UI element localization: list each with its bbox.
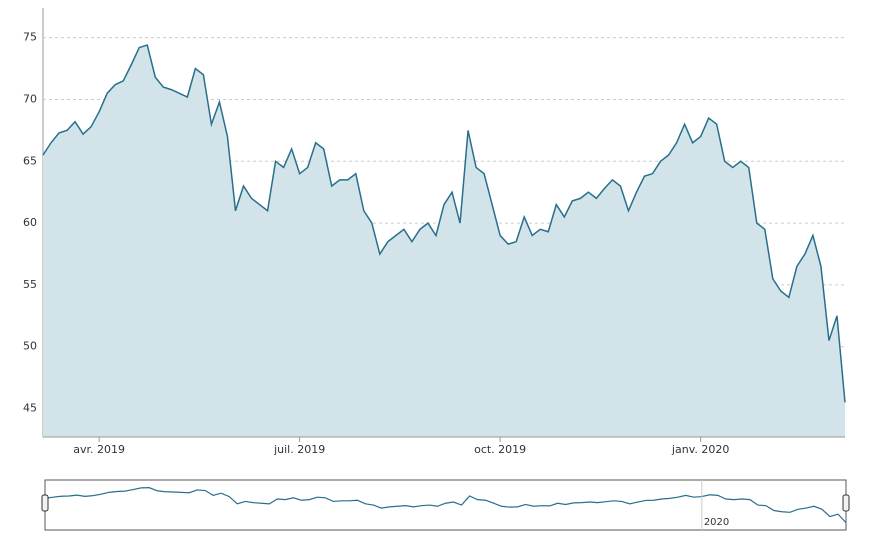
x-tick-label: oct. 2019 bbox=[474, 443, 526, 456]
y-tick-label: 55 bbox=[23, 278, 37, 291]
y-tick-label: 65 bbox=[23, 154, 37, 167]
x-tick-label: janv. 2020 bbox=[671, 443, 729, 456]
x-tick-label: juil. 2019 bbox=[273, 443, 325, 456]
y-tick-label: 45 bbox=[23, 402, 37, 415]
area-fill bbox=[43, 45, 845, 438]
y-tick-label: 60 bbox=[23, 216, 37, 229]
navigator-handle[interactable] bbox=[842, 494, 850, 512]
navigator-label: 2020 bbox=[704, 517, 729, 528]
y-tick-label: 50 bbox=[23, 340, 37, 353]
x-tick-label: avr. 2019 bbox=[73, 443, 125, 456]
line bbox=[42, 44, 846, 403]
y-tick-label: 70 bbox=[23, 92, 37, 105]
y-tick-label: 75 bbox=[23, 31, 37, 44]
navigator-line bbox=[44, 487, 847, 524]
navigator-handle[interactable] bbox=[41, 494, 49, 512]
